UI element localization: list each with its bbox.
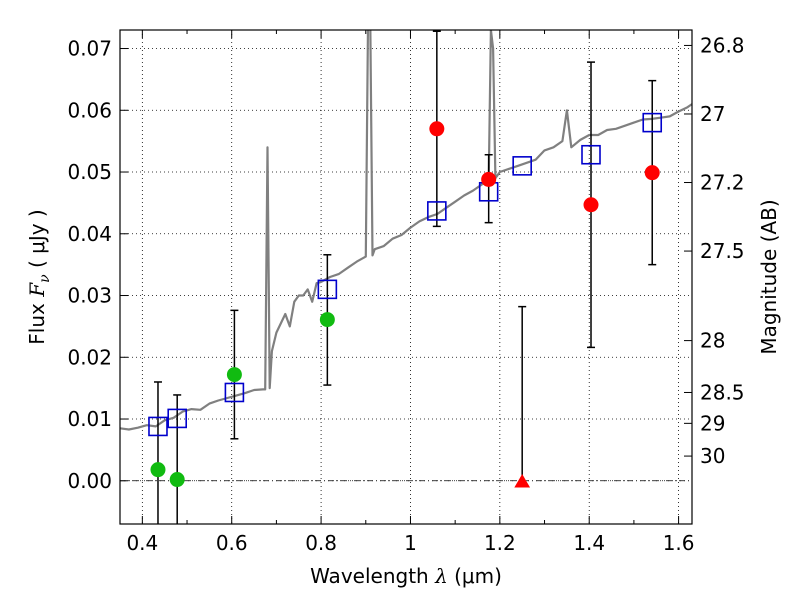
x-tick-label: 1.6 [663,531,695,555]
optical-detection-point [319,312,335,328]
model-spectrum-line [120,30,692,431]
nir-detection-point [644,165,660,181]
x-axis-label-prefix: Wavelength [310,564,435,588]
y2-axis-label: Magnitude (AB) [757,199,781,354]
y-axis-label-symbol: F [25,282,49,298]
x-axis-label-unit: (μm) [448,564,502,588]
y2-tick-label: 27 [700,102,725,126]
nir-detection-point [583,197,599,213]
optical-detection-point [226,367,242,383]
optical-detection-point [150,462,166,478]
x-tick-label: 1.2 [484,531,516,555]
model-photometry-square [427,201,447,221]
spectrum-layer [120,30,692,431]
grid [120,30,692,524]
optical-detection-point [169,472,185,488]
y-tick-label: 0.05 [67,160,112,184]
x-tick-label: 0.8 [305,531,337,555]
y2-tick-label: 28 [700,329,725,353]
y2-tick-label: 29 [700,411,725,435]
error-bars [153,30,657,524]
model-photometry-square [148,416,168,437]
model-photometry-square [642,112,663,133]
y-tick-label: 0.01 [67,407,112,431]
model-photometry-square [581,144,601,165]
x-tick-label: 0.4 [126,531,158,555]
upper-limit-triangle [514,474,531,488]
y-tick-label: 0.06 [67,98,112,122]
y-tick-label: 0.02 [67,345,112,369]
model-photometry-square [317,279,338,300]
nir-detection-point [481,171,497,187]
x-axis-label-symbol: λ [434,564,448,588]
plot-frame [119,29,693,525]
x-tick-label: 1.4 [573,531,605,555]
y2-tick-label: 27.2 [700,171,745,195]
model-photometry-square [224,382,245,403]
y2-tick-label: 26.8 [700,33,745,57]
y2-tick-label: 27.5 [700,239,745,263]
y-axis-label-subscript: ν [37,274,53,283]
y-axis-label: Flux Fν ( μJy ) [25,209,53,344]
nir-detection-point [429,121,445,137]
y2-tick-label: 28.5 [700,380,745,404]
x-axis-label: Wavelength λ (μm) [310,564,502,588]
y-axis-label-prefix: Flux [25,297,49,345]
y-tick-label: 0.03 [67,284,112,308]
model-photometry-square [512,156,532,176]
model-photometry-square [167,408,187,429]
y2-tick-label: 30 [700,444,725,468]
x-tick-label: 0.6 [216,531,248,555]
y-tick-label: 0.00 [67,469,112,493]
markers [148,112,663,488]
y-tick-label: 0.07 [67,37,112,61]
y-tick-label: 0.04 [67,222,112,246]
y-axis-label-unit: ( μJy ) [25,209,49,274]
axis-ticks: 0.4 0.6 0.8 1 1.2 1.4 1.6 0.00 0.01 0.02 0.03 0.04 0… [67,30,745,555]
x-tick-label: 1 [404,531,417,555]
